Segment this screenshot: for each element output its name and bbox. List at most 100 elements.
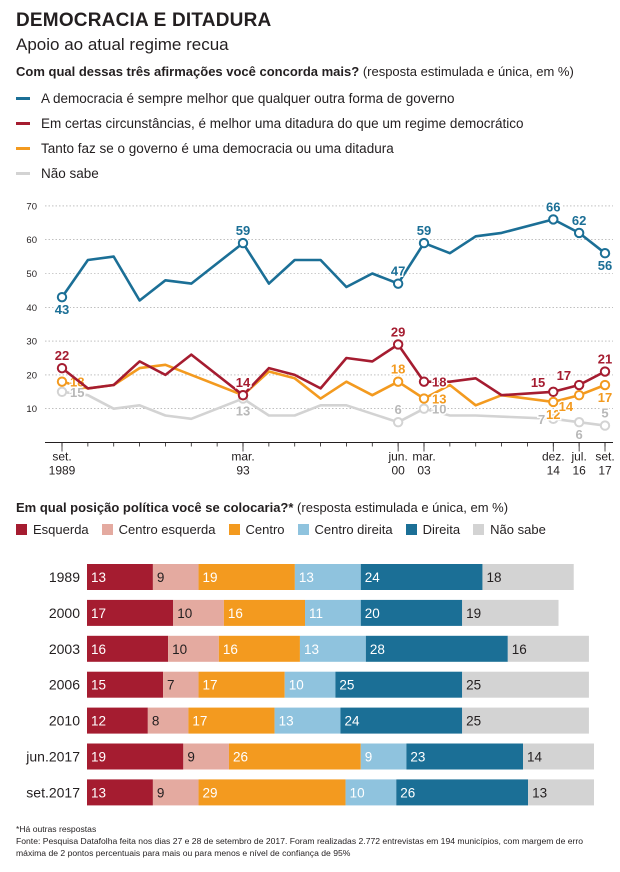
legend-swatch [16, 147, 30, 150]
legend-item-nao-sabe-bar: Não sabe [473, 522, 546, 537]
row-label: 2006 [49, 677, 80, 693]
x-tick-label: 93 [236, 464, 250, 478]
legend-item-centro-direita: Centro direita [297, 522, 393, 537]
legend-item-tanto-faz: Tanto faz se o governo é uma democracia … [16, 136, 523, 161]
bar-value-label: 18 [486, 570, 501, 585]
data-label: 18 [432, 375, 446, 390]
y-tick-label: 60 [26, 235, 37, 246]
row-label: 2003 [49, 641, 80, 657]
bar-segment [218, 635, 300, 662]
bar-value-label: 28 [370, 642, 385, 657]
legend-swatch [16, 97, 30, 100]
bar-value-label: 14 [527, 750, 543, 765]
data-point-marker [548, 386, 559, 398]
legend-label: Esquerda [33, 522, 89, 537]
question-1-text: Com qual dessas três afirmações você con… [16, 64, 360, 79]
bar-segment [168, 635, 219, 662]
bar-value-label: 25 [466, 678, 481, 693]
bar-segment [188, 707, 275, 734]
bar-value-label: 13 [299, 570, 314, 585]
row-label: set.2017 [26, 784, 80, 800]
bar-segment [87, 599, 174, 626]
bar-segment [305, 599, 361, 626]
legend-label: Em certas circunstâncias, é melhor uma d… [41, 116, 524, 131]
data-label: 21 [598, 352, 612, 367]
y-tick-label: 30 [26, 337, 37, 348]
bar-value-label: 16 [228, 606, 243, 621]
legend-swatch [405, 524, 417, 535]
x-tick-label: mar. [412, 450, 435, 464]
data-point-marker [599, 420, 611, 431]
bar-segment [152, 564, 199, 590]
x-tick-label: 00 [391, 464, 405, 478]
bar-value-label: 25 [339, 678, 354, 693]
legend-item-direita: Direita [405, 522, 460, 537]
data-label: 29 [391, 324, 405, 339]
data-point-marker [237, 389, 249, 401]
line-legend: A democracia é sempre melhor que qualque… [16, 86, 523, 186]
bar-value-label: 24 [345, 714, 361, 729]
bar-segment [223, 599, 306, 626]
bar-value-label: 19 [203, 570, 218, 585]
legend-swatch [297, 524, 309, 535]
data-point-marker [548, 214, 559, 225]
data-point-marker [573, 417, 585, 428]
x-tick-label: jul. [570, 450, 586, 464]
data-label: 17 [557, 368, 571, 383]
question-2-text: Em qual posição política você se colocar… [16, 500, 294, 515]
data-label: 59 [417, 223, 431, 238]
bar-value-label: 16 [91, 642, 106, 657]
chart-title: DEMOCRACIA E DITADURA [16, 10, 272, 31]
bar-value-label: 17 [203, 678, 218, 693]
legend-label: Centro esquerda [118, 522, 216, 537]
question-2: Em qual posição política você se colocar… [16, 500, 508, 515]
bar-segment [523, 743, 594, 770]
data-point-marker [573, 227, 585, 239]
bar-value-label: 9 [157, 785, 165, 800]
question-1: Com qual dessas três afirmações você con… [16, 64, 574, 79]
legend-label: Centro [245, 522, 285, 537]
bar-segment [406, 743, 524, 770]
y-tick-label: 10 [26, 404, 37, 415]
bar-segment [396, 779, 529, 806]
bar-segment [360, 743, 407, 770]
data-label: 15 [531, 375, 545, 390]
bar-segment [462, 671, 589, 698]
bar-legend: Esquerda Centro esquerda Centro Centro d… [16, 522, 559, 537]
bar-segment [482, 564, 574, 590]
data-label: 17 [598, 390, 612, 405]
row-label: jun.2017 [25, 749, 80, 765]
line-chart: 10203040506070set.1989mar.93jun.00mar.03… [26, 198, 614, 478]
footnote-note: *Há outras respostas [16, 824, 97, 834]
legend-label: Centro direita [314, 522, 393, 537]
bar-value-label: 13 [304, 642, 319, 657]
data-point-marker [56, 362, 68, 374]
bar-value-label: 9 [187, 750, 195, 765]
bar-value-label: 20 [365, 606, 380, 621]
data-label: 56 [598, 258, 612, 273]
bar-value-label: 23 [410, 750, 425, 765]
data-point-marker [392, 339, 404, 350]
chart-subtitle: Apoio ao atual regime recua [16, 35, 229, 54]
bar-segment [340, 707, 463, 734]
data-point-marker [56, 376, 68, 387]
bar-value-label: 25 [466, 714, 481, 729]
bar-segment [147, 707, 189, 734]
data-label: 66 [546, 199, 560, 214]
row-label: 2000 [49, 605, 80, 621]
bar-value-label: 10 [350, 785, 365, 800]
data-point-marker [392, 376, 404, 387]
row-label: 2010 [49, 713, 80, 729]
legend-item-esquerda: Esquerda [16, 522, 89, 537]
legend-swatch [228, 524, 240, 535]
data-point-marker [56, 291, 68, 303]
data-label: 43 [55, 302, 69, 317]
x-tick-label: 16 [572, 464, 586, 478]
y-tick-label: 20 [26, 370, 37, 381]
data-point-marker [418, 237, 430, 249]
bar-value-label: 13 [279, 714, 294, 729]
data-label: 62 [572, 213, 586, 228]
question-2-note: (resposta estimulada e única, em %) [293, 500, 509, 515]
bar-segment [360, 564, 483, 590]
bar-segment [173, 599, 224, 626]
